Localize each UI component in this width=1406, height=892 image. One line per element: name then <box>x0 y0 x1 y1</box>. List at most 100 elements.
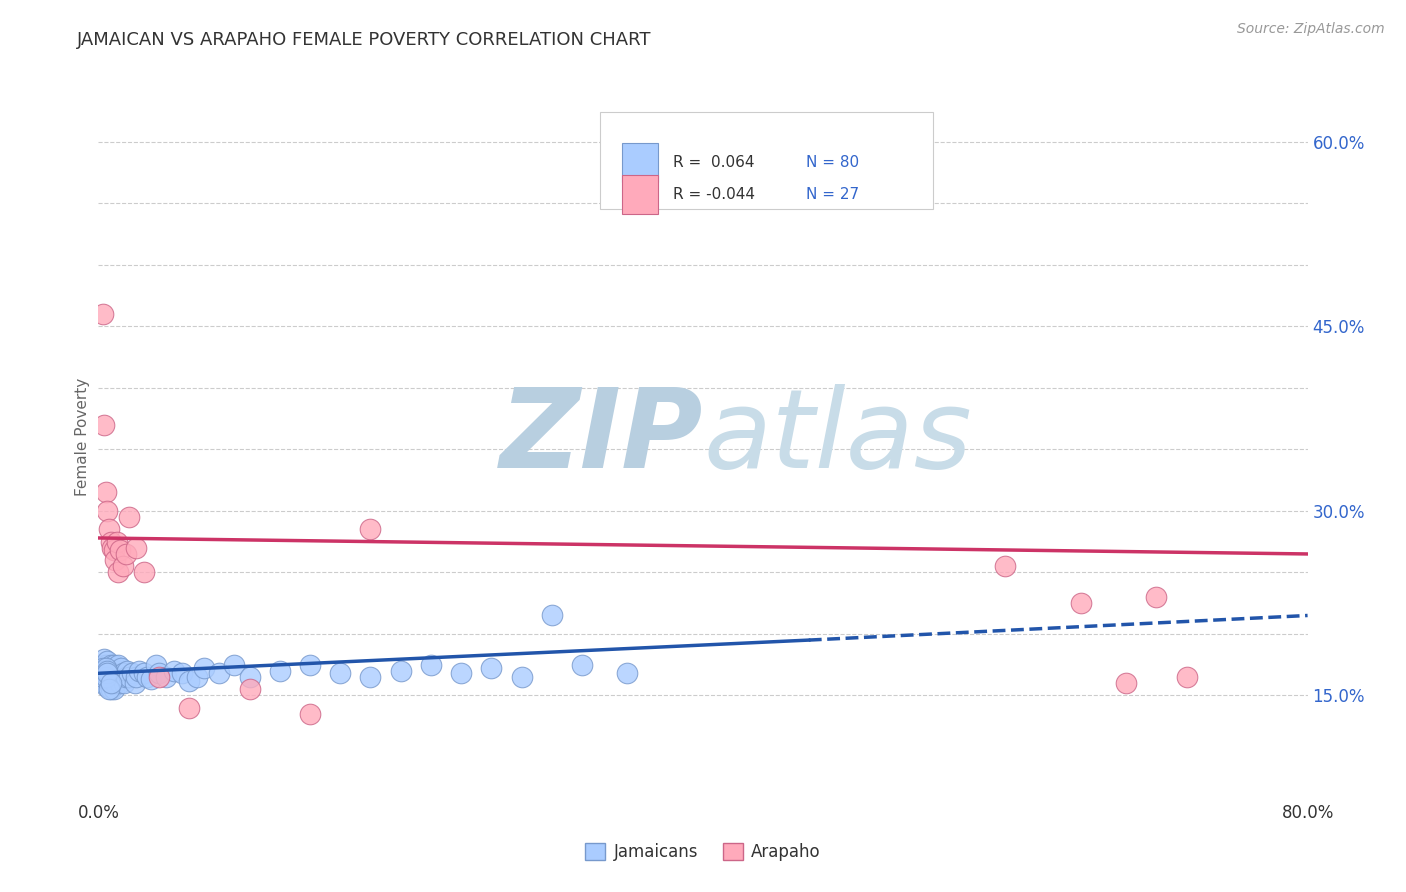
Text: Source: ZipAtlas.com: Source: ZipAtlas.com <box>1237 22 1385 37</box>
Point <box>98 522 121 536</box>
Point <box>98 682 121 697</box>
Legend: Jamaicans, Arapaho: Jamaicans, Arapaho <box>578 836 828 868</box>
Point <box>100 534 122 549</box>
Point <box>481 661 503 675</box>
Point <box>128 664 150 678</box>
Point <box>450 666 472 681</box>
Point <box>103 682 125 697</box>
Point <box>114 547 136 561</box>
Point <box>94 661 117 675</box>
Point <box>118 510 141 524</box>
Point <box>98 666 121 681</box>
Point <box>1070 596 1092 610</box>
Point <box>132 566 155 580</box>
Point <box>110 670 132 684</box>
Text: JAMAICAN VS ARAPAHO FEMALE POVERTY CORRELATION CHART: JAMAICAN VS ARAPAHO FEMALE POVERTY CORRE… <box>77 31 652 49</box>
Point <box>96 670 118 684</box>
Point <box>389 664 412 678</box>
Point <box>125 541 148 555</box>
Point <box>540 608 562 623</box>
Point <box>179 700 201 714</box>
Y-axis label: Female Poverty: Female Poverty <box>75 378 90 496</box>
Point <box>145 657 167 672</box>
Point <box>108 676 131 690</box>
Text: ZIP: ZIP <box>499 384 703 491</box>
Point <box>93 417 115 432</box>
Point <box>91 307 114 321</box>
Point <box>111 666 134 681</box>
FancyBboxPatch shape <box>621 143 658 182</box>
Point <box>96 504 118 518</box>
Point <box>112 676 135 690</box>
Point <box>170 666 193 681</box>
Point <box>105 534 128 549</box>
Point <box>104 553 127 567</box>
Point <box>94 661 117 675</box>
Point <box>100 670 122 684</box>
Point <box>94 657 117 672</box>
Text: N = 80: N = 80 <box>806 155 859 169</box>
Point <box>148 666 170 681</box>
Point <box>104 666 127 681</box>
Point <box>96 664 118 678</box>
Point <box>239 682 262 697</box>
Point <box>94 485 117 500</box>
Point <box>100 676 122 690</box>
Point <box>107 657 129 672</box>
Point <box>91 661 114 675</box>
Text: atlas: atlas <box>703 384 972 491</box>
Point <box>94 679 117 693</box>
Point <box>96 654 118 668</box>
Point <box>93 666 115 681</box>
Point <box>96 664 118 678</box>
Point <box>420 657 443 672</box>
FancyBboxPatch shape <box>600 112 932 209</box>
Text: R =  0.064: R = 0.064 <box>673 155 754 169</box>
Point <box>571 657 593 672</box>
Point <box>329 666 352 681</box>
Point <box>111 559 134 574</box>
Point <box>94 670 117 684</box>
Point <box>98 661 121 675</box>
Point <box>269 664 291 678</box>
Point <box>100 664 122 678</box>
Point <box>193 661 215 675</box>
Point <box>93 670 115 684</box>
Point <box>93 664 115 678</box>
Point <box>101 541 124 555</box>
Point <box>107 566 129 580</box>
Point <box>125 670 148 684</box>
Point <box>1175 670 1198 684</box>
Point <box>994 559 1017 574</box>
Point <box>124 676 146 690</box>
Point <box>148 670 170 684</box>
Point <box>105 664 128 678</box>
Point <box>108 543 131 558</box>
Point <box>224 657 246 672</box>
Point <box>103 666 125 681</box>
Point <box>360 522 382 536</box>
Point <box>186 670 208 684</box>
Point <box>96 666 118 681</box>
Point <box>98 676 121 690</box>
Point <box>100 682 122 697</box>
Point <box>101 661 124 675</box>
Point <box>208 666 231 681</box>
Point <box>163 664 186 678</box>
Point <box>100 657 122 672</box>
Point <box>616 666 638 681</box>
Point <box>107 666 129 681</box>
Text: R = -0.044: R = -0.044 <box>673 187 755 202</box>
Point <box>1144 590 1167 604</box>
Point <box>115 664 138 678</box>
Point <box>103 657 125 672</box>
Point <box>239 670 262 684</box>
Point <box>360 670 382 684</box>
Point <box>1115 676 1137 690</box>
Point <box>103 543 125 558</box>
Point <box>510 670 533 684</box>
Point <box>103 673 125 688</box>
Point <box>135 670 157 684</box>
Point <box>94 666 117 681</box>
Text: N = 27: N = 27 <box>806 187 859 202</box>
